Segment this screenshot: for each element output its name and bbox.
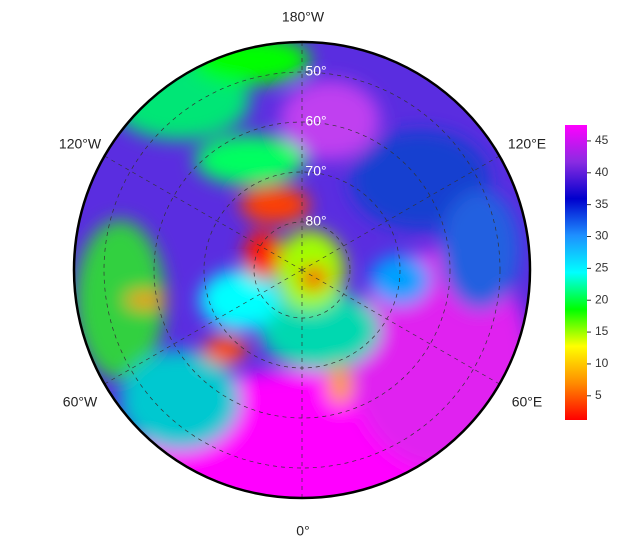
- longitude-label: 60°W: [63, 394, 98, 410]
- longitude-label: 120°W: [59, 136, 102, 152]
- longitude-label: 0°: [296, 523, 309, 539]
- map-border: [72, 40, 532, 500]
- longitude-label: 60°E: [512, 394, 543, 410]
- colorbar-tick-label: 5: [595, 388, 602, 402]
- longitude-label: 120°E: [508, 136, 546, 152]
- graticule: [103, 42, 501, 498]
- colorbar-tick-label: 15: [595, 324, 609, 338]
- longitude-label: 180°W: [282, 9, 325, 25]
- latitude-label: 50°: [305, 63, 326, 79]
- colorbar-tick-label: 45: [595, 133, 609, 147]
- colorbar-tick-label: 30: [595, 229, 609, 243]
- colorbar-tick-label: 40: [595, 165, 609, 179]
- meridian: [301, 155, 500, 271]
- latitude-label: 80°: [305, 213, 326, 229]
- meridian: [104, 155, 303, 271]
- colorbar-tick-label: 10: [595, 356, 609, 370]
- meridian: [104, 269, 303, 385]
- colorbar-ticks: 5 10 15 20 25 30 35 40 45: [587, 133, 609, 402]
- colorbar-tick-label: 35: [595, 197, 609, 211]
- colorbar-tick-label: 25: [595, 261, 609, 275]
- colorbar-tick-label: 20: [595, 292, 609, 306]
- meridian: [301, 269, 500, 385]
- labels: 180°W 120°W 120°E 60°W 60°E 0° 50° 60° 70° 80°: [59, 9, 546, 539]
- latitude-label: 70°: [305, 163, 326, 179]
- parallel: [103, 71, 501, 469]
- colorbar: [565, 125, 587, 420]
- latitude-label: 60°: [305, 113, 326, 129]
